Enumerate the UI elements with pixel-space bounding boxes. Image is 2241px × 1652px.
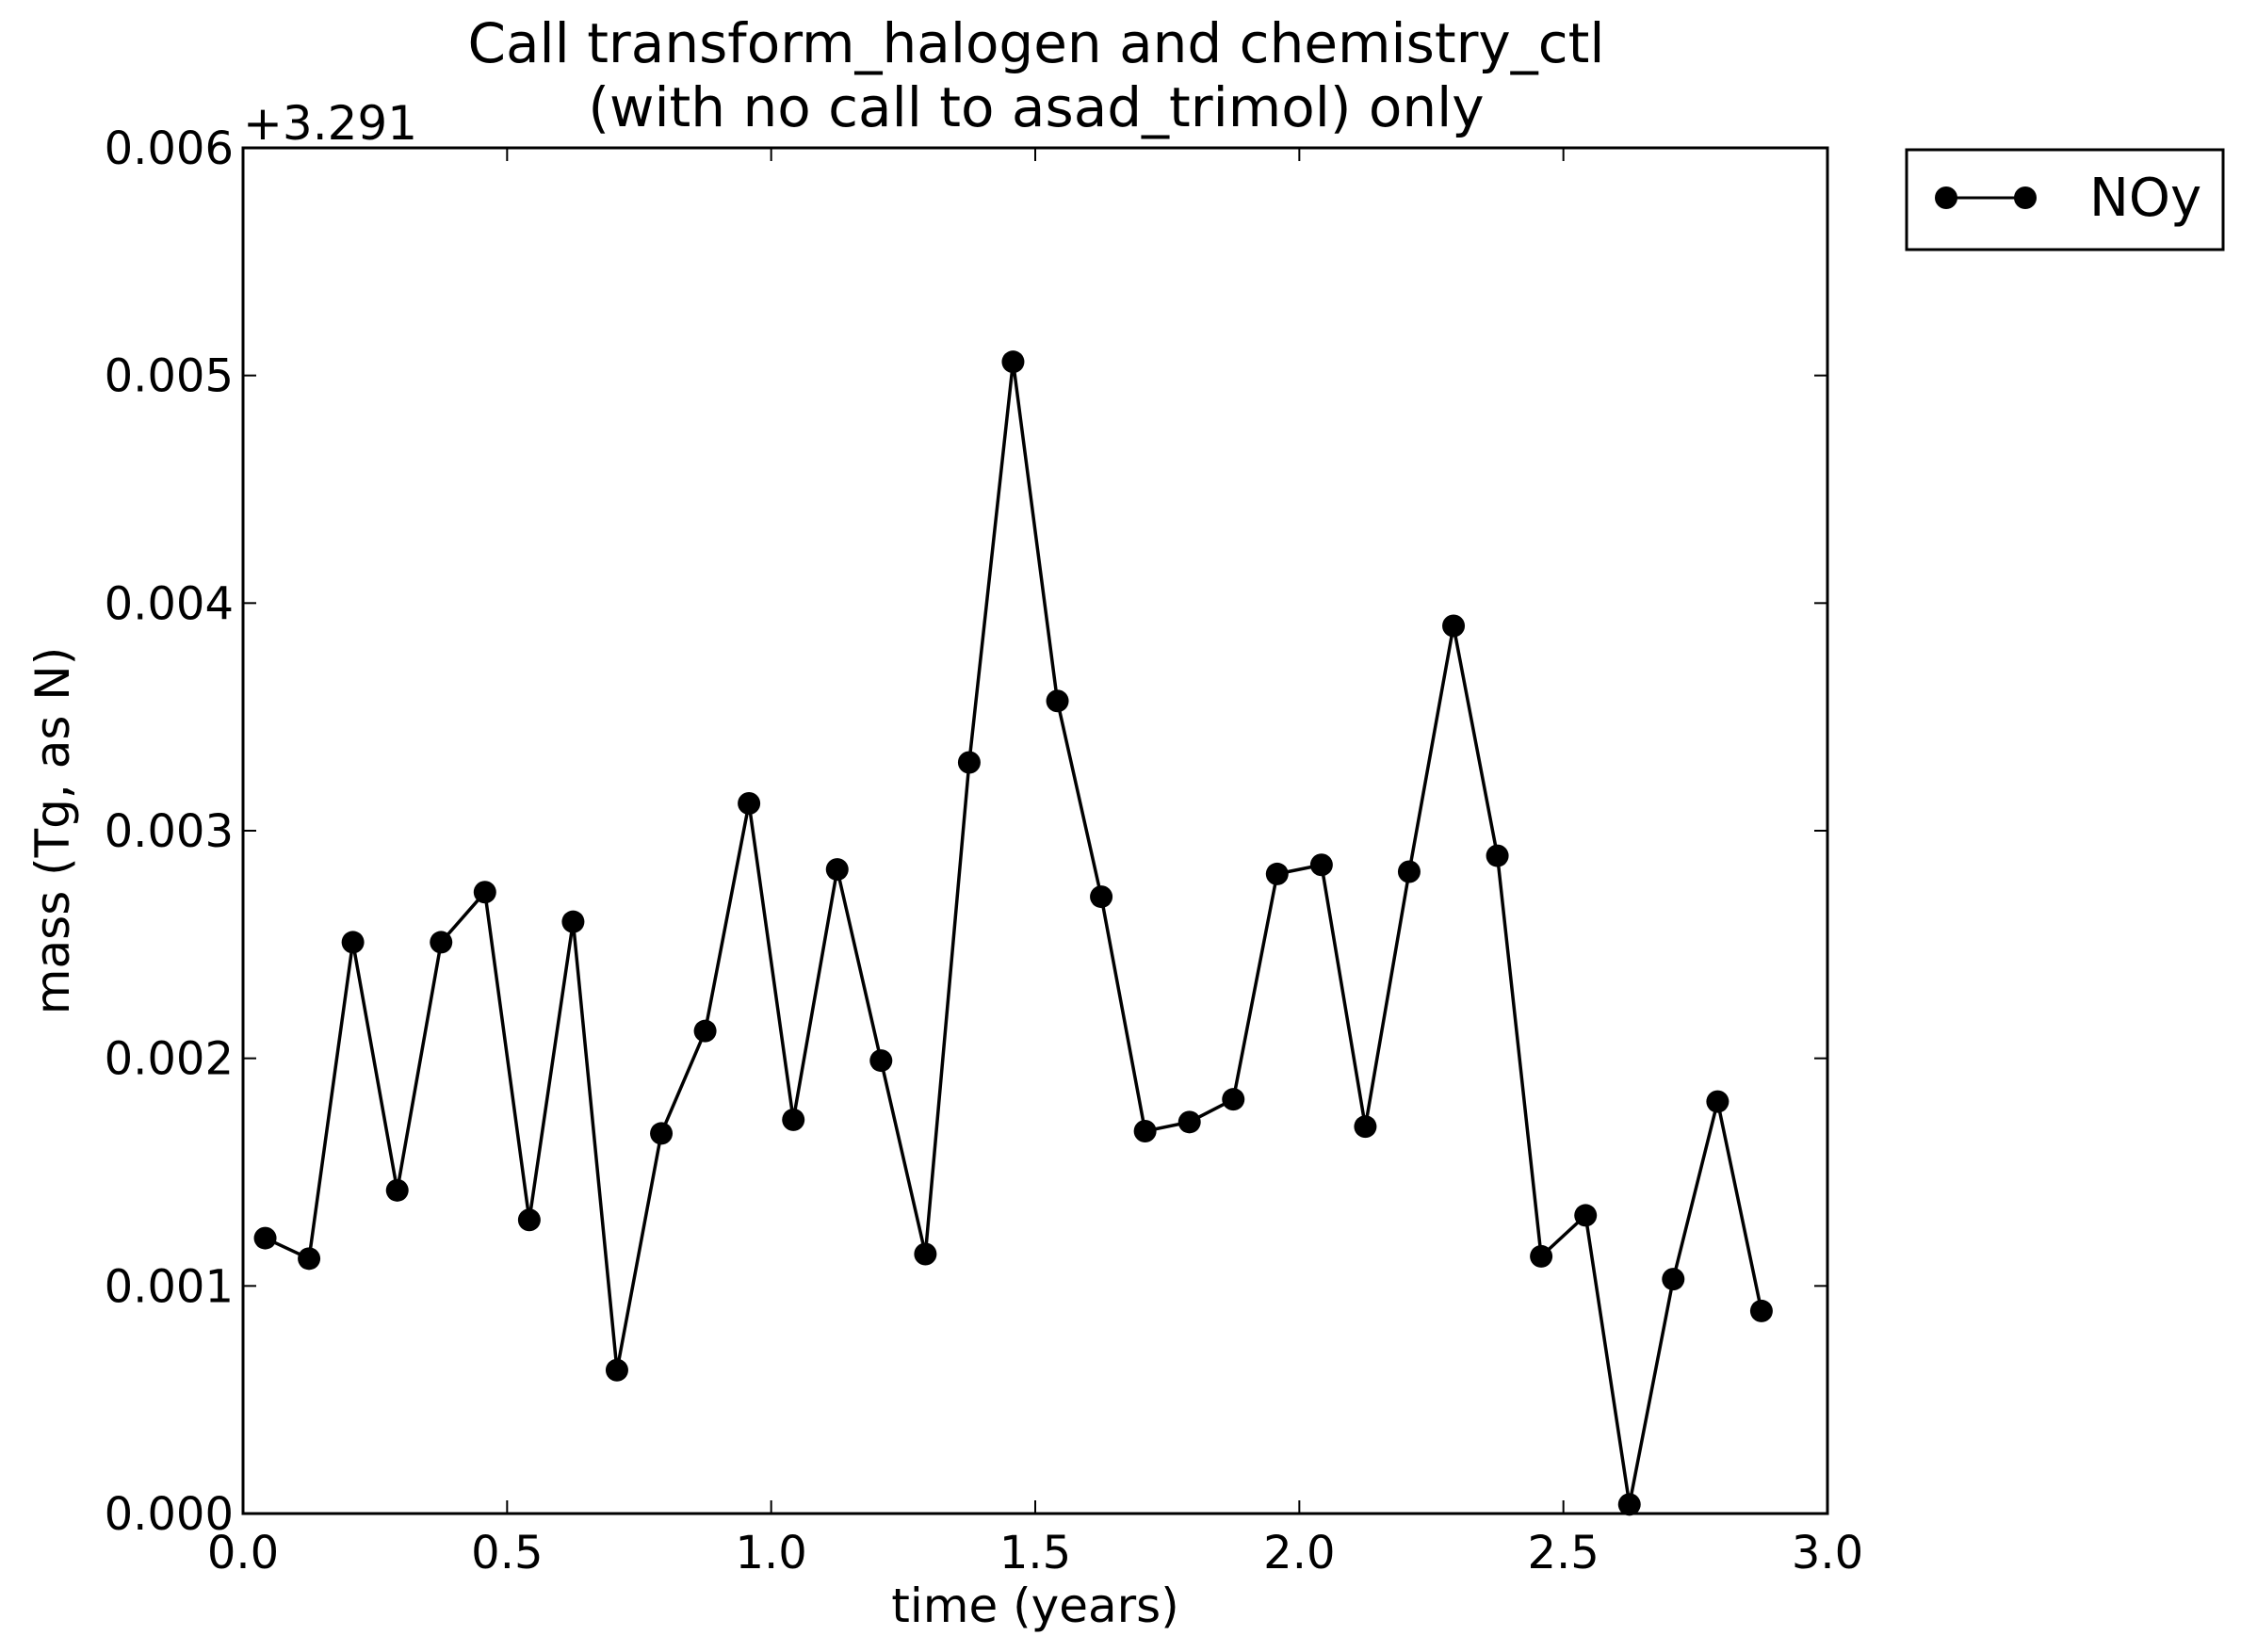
legend-marker-right — [2014, 186, 2037, 209]
y-tick-label: 0.002 — [105, 1033, 234, 1086]
legend-label-noy: NOy — [2089, 168, 2201, 229]
y-offset-label: +3.291 — [243, 96, 417, 151]
data-point — [298, 1247, 321, 1271]
data-point — [430, 931, 453, 954]
data-point — [1749, 1299, 1773, 1322]
x-tick-label: 0.0 — [207, 1527, 279, 1579]
data-point — [473, 881, 496, 904]
data-point — [957, 751, 981, 774]
chart-title-line2: (with no call to asad_trimol) only — [588, 75, 1484, 139]
data-point — [1265, 862, 1289, 885]
x-tick-label: 1.5 — [999, 1527, 1071, 1579]
data-point — [1090, 885, 1113, 909]
data-point — [782, 1108, 805, 1131]
x-tick-label: 3.0 — [1792, 1527, 1863, 1579]
y-tick-label: 0.004 — [105, 577, 234, 630]
x-tick-label: 2.5 — [1527, 1527, 1599, 1579]
chart-title-line1: Call transform_halogen and chemistry_ctl — [467, 11, 1604, 75]
data-point — [1309, 853, 1333, 877]
data-point — [561, 910, 585, 933]
data-point — [1046, 689, 1069, 713]
data-point — [1442, 614, 1466, 638]
data-point — [869, 1049, 893, 1073]
data-point — [1530, 1244, 1553, 1268]
data-point — [825, 858, 849, 882]
series-layer — [253, 350, 1773, 1516]
data-point — [1486, 844, 1509, 867]
y-tick-label: 0.006 — [105, 122, 234, 175]
data-point — [1133, 1120, 1157, 1142]
data-point — [517, 1208, 541, 1232]
x-tick-label: 2.0 — [1263, 1527, 1335, 1579]
data-point — [914, 1242, 937, 1266]
series-line-noy — [264, 360, 1763, 1507]
data-point — [1662, 1268, 1685, 1291]
y-tick-label: 0.000 — [105, 1488, 234, 1541]
data-point — [1001, 350, 1025, 374]
data-point — [341, 931, 365, 954]
data-point — [693, 1019, 717, 1043]
legend-marker-left — [1935, 186, 1957, 209]
x-axis-label: time (years) — [891, 1579, 1178, 1633]
data-point — [1617, 1493, 1641, 1516]
data-point — [253, 1226, 277, 1250]
data-point — [1397, 860, 1421, 883]
legend-box — [1905, 148, 2225, 251]
data-point — [605, 1358, 628, 1382]
y-tick-label: 0.005 — [105, 350, 234, 403]
y-axis-label: mass (Tg, as N) — [25, 647, 80, 1014]
data-point — [1222, 1088, 1245, 1111]
y-tick-label: 0.003 — [105, 805, 234, 858]
plot-area-frame — [241, 146, 1829, 1515]
y-tick-label: 0.001 — [105, 1260, 234, 1313]
x-tick-label: 0.5 — [471, 1527, 543, 1579]
legend: NOy — [1905, 148, 2225, 251]
data-point — [1706, 1090, 1729, 1113]
data-point — [738, 792, 761, 815]
data-point — [650, 1122, 674, 1145]
y-axis-ticks: 0.000 0.001 0.002 0.003 0.004 0.005 0.006 — [105, 122, 1827, 1541]
data-point — [385, 1178, 409, 1202]
data-point — [1354, 1115, 1377, 1139]
x-tick-label: 1.0 — [735, 1527, 806, 1579]
data-point — [1574, 1204, 1598, 1227]
data-point — [1177, 1110, 1201, 1134]
x-axis-ticks: 0.0 0.5 1.0 1.5 2.0 2.5 3.0 — [207, 148, 1863, 1579]
